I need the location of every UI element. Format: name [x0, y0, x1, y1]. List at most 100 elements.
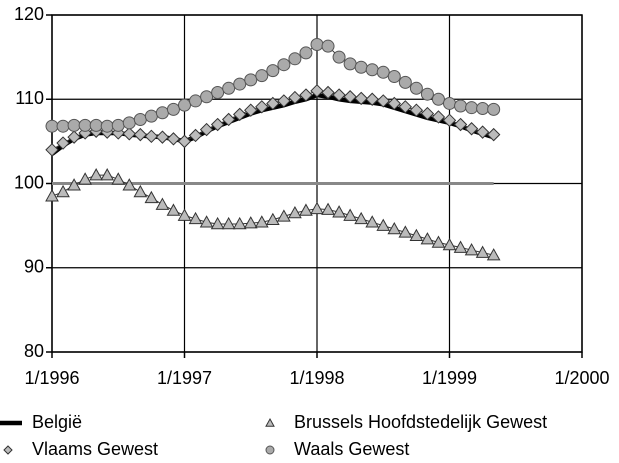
- data-point: [188, 211, 203, 225]
- data-point: [420, 106, 435, 121]
- data-point: [454, 99, 468, 113]
- data-point: [155, 106, 169, 120]
- data-point: [266, 64, 280, 78]
- data-point: [277, 94, 291, 108]
- data-point: [67, 118, 81, 132]
- data-point: [299, 88, 313, 102]
- data-point: [354, 60, 368, 74]
- data-point: [321, 85, 335, 100]
- data-point: [354, 211, 369, 225]
- data-point: [332, 205, 346, 218]
- data-point: [211, 86, 225, 100]
- data-point: [398, 75, 412, 89]
- data-point: [376, 94, 390, 108]
- data-point: [210, 216, 225, 230]
- data-point: [453, 240, 468, 253]
- data-point: [321, 202, 335, 215]
- data-point: [343, 90, 357, 104]
- data-point: [122, 178, 137, 191]
- data-point: [200, 90, 214, 104]
- y-tick-label: 120: [14, 4, 44, 24]
- data-point: [255, 69, 269, 83]
- legend-marker: [265, 445, 275, 455]
- data-point: [310, 37, 324, 51]
- data-point: [431, 92, 445, 106]
- data-point: [255, 100, 269, 114]
- legend-label: Vlaams Gewest: [32, 439, 158, 459]
- data-point: [233, 77, 247, 91]
- data-point: [387, 70, 401, 84]
- data-point: [144, 109, 158, 123]
- y-tick-label: 80: [24, 341, 44, 361]
- data-point: [277, 58, 291, 72]
- data-point: [67, 130, 81, 144]
- data-point: [442, 237, 457, 251]
- data-point: [166, 102, 180, 116]
- data-point: [431, 235, 446, 248]
- data-point: [133, 112, 147, 126]
- data-point: [144, 190, 159, 204]
- data-point: [486, 248, 501, 261]
- data-point: [443, 96, 456, 110]
- data-point: [343, 57, 357, 71]
- data-point: [199, 215, 214, 228]
- data-point: [144, 129, 159, 144]
- data-point: [409, 103, 424, 117]
- data-point: [288, 205, 302, 219]
- x-tick-label: 1/1998: [289, 368, 344, 388]
- data-point: [78, 172, 92, 185]
- data-point: [420, 232, 435, 245]
- data-point: [310, 201, 324, 215]
- data-point: [244, 103, 258, 117]
- data-point: [453, 117, 468, 132]
- data-point: [244, 73, 258, 87]
- data-point: [56, 184, 70, 198]
- data-point: [475, 125, 490, 139]
- data-point: [89, 168, 104, 181]
- data-point: [155, 130, 170, 144]
- data-point: [376, 65, 390, 79]
- data-point: [398, 100, 413, 114]
- data-point: [465, 101, 479, 115]
- y-tick-label: 110: [15, 88, 44, 108]
- legend-marker: [3, 445, 13, 455]
- data-point: [221, 112, 236, 127]
- y-tick-label: 100: [14, 172, 44, 192]
- data-point: [100, 119, 114, 133]
- data-point: [210, 117, 225, 132]
- data-point: [398, 225, 413, 238]
- data-point: [178, 98, 191, 112]
- x-tick-label: 1/2000: [554, 368, 609, 388]
- data-point: [45, 189, 59, 202]
- data-point: [387, 96, 401, 111]
- data-point: [177, 208, 192, 221]
- data-point: [277, 209, 291, 222]
- data-point: [420, 87, 434, 101]
- legend-label: België: [32, 412, 82, 432]
- data-point: [111, 118, 125, 132]
- x-tick-label: 1/1997: [157, 368, 212, 388]
- data-point: [243, 216, 258, 229]
- data-point: [111, 172, 126, 185]
- data-point: [89, 118, 103, 132]
- data-point: [122, 116, 136, 130]
- data-point: [442, 113, 457, 128]
- data-point: [221, 216, 236, 230]
- data-point: [409, 81, 423, 95]
- data-point: [155, 197, 170, 210]
- data-point: [177, 134, 192, 149]
- data-point: [233, 107, 247, 122]
- data-point: [332, 50, 346, 64]
- data-point: [487, 102, 501, 116]
- data-point: [332, 88, 346, 102]
- data-point: [166, 132, 181, 146]
- data-point: [464, 243, 479, 256]
- data-point: [365, 215, 380, 228]
- data-point: [133, 127, 148, 142]
- data-point: [476, 102, 490, 116]
- data-point: [122, 127, 136, 141]
- data-point: [464, 122, 479, 136]
- data-point: [56, 119, 70, 133]
- data-point: [199, 122, 214, 137]
